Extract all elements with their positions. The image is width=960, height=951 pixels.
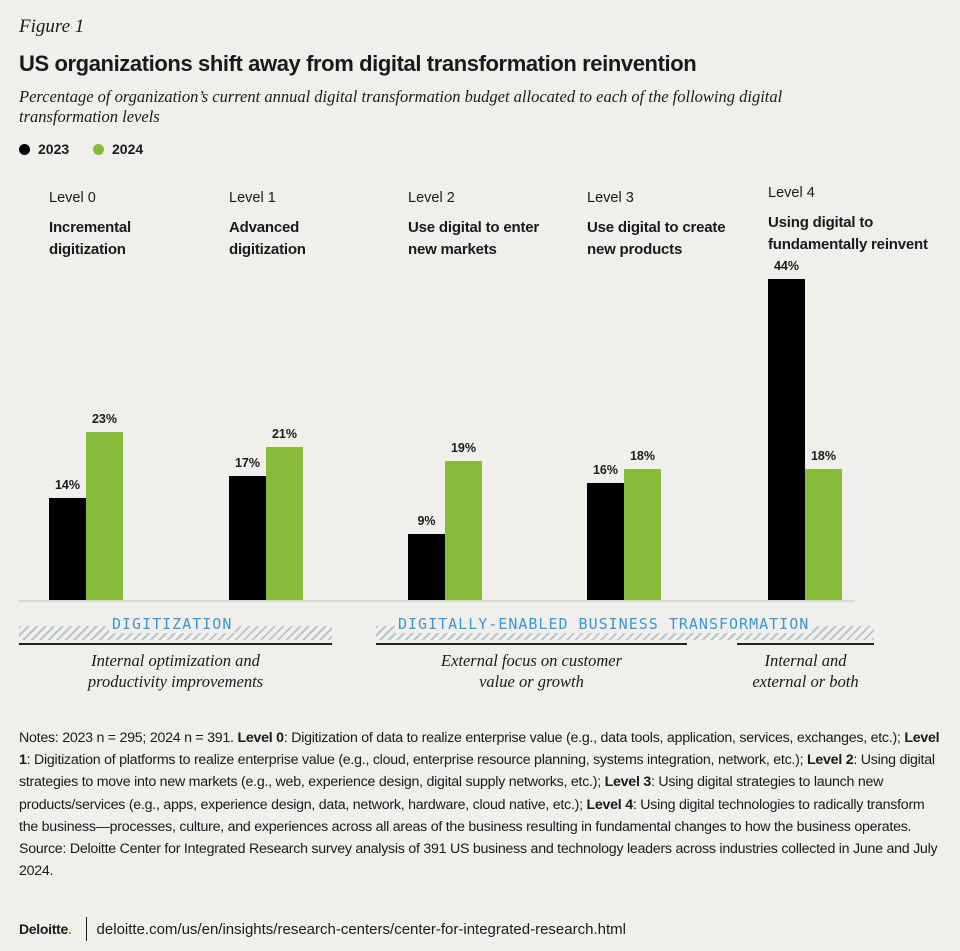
level-4-label: Level 4	[768, 185, 815, 201]
chart-subtitle: Percentage of organization’s current ann…	[19, 87, 783, 126]
legend-label-2023: 2023	[38, 141, 70, 157]
level-4-description-line-2: fundamentally reinvent	[768, 236, 928, 253]
level-3-description: Use digital to create new products	[587, 217, 767, 261]
value-label-2023-level-3: 16%	[592, 463, 619, 478]
internal-external-line-1: Internal and	[764, 651, 847, 670]
value-label-2024-level-4: 18%	[810, 448, 837, 463]
note-level-3-text: : Using digital strategies to launch new…	[19, 774, 884, 813]
level-4-description: Using digital to fundamentally reinvent	[768, 212, 958, 256]
chart-title: US organizations shift away from digital…	[19, 51, 697, 76]
logo-text: Deloitte	[19, 921, 68, 937]
legend-item-2024: 2024	[93, 141, 143, 157]
bar-2023-level-4	[768, 278, 805, 600]
note-level-0-text: : Digitization of data to realize enterp…	[283, 730, 905, 746]
transformation-band-label: DIGITALLY-ENABLED BUSINESS TRANSFORMATIO…	[395, 615, 813, 633]
bar-2024-level-3	[624, 468, 661, 600]
bar-2023-level-0	[49, 497, 86, 600]
external-focus-group-description: External focus on customer value or grow…	[376, 650, 687, 692]
note-level-0-key: Level 0	[237, 730, 284, 746]
external-focus-group-rule	[376, 643, 687, 645]
bar-2023-level-3	[587, 483, 624, 600]
level-0-description-line-2: digitization	[49, 241, 126, 258]
figure-label: Figure 1	[19, 16, 85, 37]
bar-2023-level-1	[229, 475, 266, 600]
digitization-group-rule	[19, 643, 332, 645]
internal-external-line-2: external or both	[752, 672, 859, 691]
internal-external-group-rule	[737, 643, 874, 645]
value-label-2023-level-4: 44%	[773, 258, 800, 273]
digitization-band-label: DIGITIZATION	[109, 615, 236, 633]
footer-url[interactable]: deloitte.com/us/en/insights/research-cen…	[96, 920, 626, 938]
digitization-group-description: Internal optimization and productivity i…	[19, 650, 332, 692]
bar-2024-level-4	[805, 468, 842, 600]
footer-divider	[85, 917, 87, 941]
level-2-label: Level 2	[408, 190, 455, 206]
value-label-2023-level-0: 14%	[54, 477, 81, 492]
level-3-label: Level 3	[587, 190, 634, 206]
legend-label-2024: 2024	[112, 141, 144, 157]
value-label-2023-level-2: 9%	[417, 514, 436, 529]
level-0-label: Level 0	[49, 190, 96, 206]
note-level-2-text: : Using digital strategies to move into …	[19, 752, 935, 791]
value-label-2024-level-3: 18%	[629, 448, 656, 463]
note-level-4-key: Level 4	[586, 796, 633, 813]
level-2-description: Use digital to enter new markets	[408, 217, 588, 261]
note-level-2-key: Level 2	[806, 752, 854, 769]
level-4-description-line-1: Using digital to	[768, 214, 874, 231]
value-label-2023-level-1: 17%	[234, 455, 261, 470]
bar-2024-level-0	[86, 432, 123, 600]
footer: Deloitte. deloitte.com/us/en/insights/re…	[19, 917, 626, 941]
legend-item-2023: 2023	[19, 141, 69, 157]
level-2-description-line-2: new markets	[408, 241, 497, 258]
bar-2023-level-2	[408, 534, 445, 600]
note-level-1-text: : Digitization of platforms to realize e…	[26, 752, 807, 769]
chart-notes: Notes: 2023 n = 295; 2024 n = 391. Level…	[19, 727, 944, 882]
note-level-3-key: Level 3	[604, 774, 652, 791]
level-1-description-line-1: Advanced	[229, 219, 300, 236]
level-3-description-line-1: Use digital to create	[587, 219, 726, 236]
source-note: Source: Deloitte Center for Integrated R…	[19, 841, 938, 880]
logo-dot: .	[67, 921, 72, 937]
value-label-2024-level-2: 19%	[450, 441, 477, 456]
internal-external-group-description: Internal and external or both	[737, 650, 874, 692]
level-2-description-line-1: Use digital to enter	[408, 219, 540, 236]
notes-intro: Notes: 2023 n = 295; 2024 n = 391.	[19, 730, 238, 746]
level-1-description-line-2: digitization	[229, 241, 306, 258]
external-focus-line-1: External focus on customer	[440, 651, 622, 670]
bar-2024-level-1	[266, 446, 303, 600]
legend-swatch-2024	[93, 143, 104, 155]
digitization-band-hatch	[19, 626, 332, 640]
digitization-description-line-1: Internal optimization and	[91, 651, 260, 670]
note-level-1-key: Level 1	[19, 730, 940, 769]
value-label-2024-level-0: 23%	[91, 412, 118, 427]
level-1-description: Advanced digitization	[229, 217, 409, 261]
legend-swatch-2023	[19, 143, 30, 155]
bar-2024-level-2	[445, 461, 482, 600]
level-0-description: Incremental digitization	[49, 217, 229, 261]
note-level-4-text: : Using digital technologies to radicall…	[19, 796, 925, 835]
digitization-description-line-2: productivity improvements	[87, 672, 264, 691]
external-focus-line-2: value or growth	[479, 672, 584, 691]
deloitte-logo: Deloitte.	[19, 921, 72, 937]
chart-baseline	[19, 600, 855, 602]
level-3-description-line-2: new products	[587, 241, 683, 258]
level-0-description-line-1: Incremental	[49, 219, 131, 236]
level-1-label: Level 1	[229, 190, 276, 206]
value-label-2024-level-1: 21%	[271, 426, 298, 441]
